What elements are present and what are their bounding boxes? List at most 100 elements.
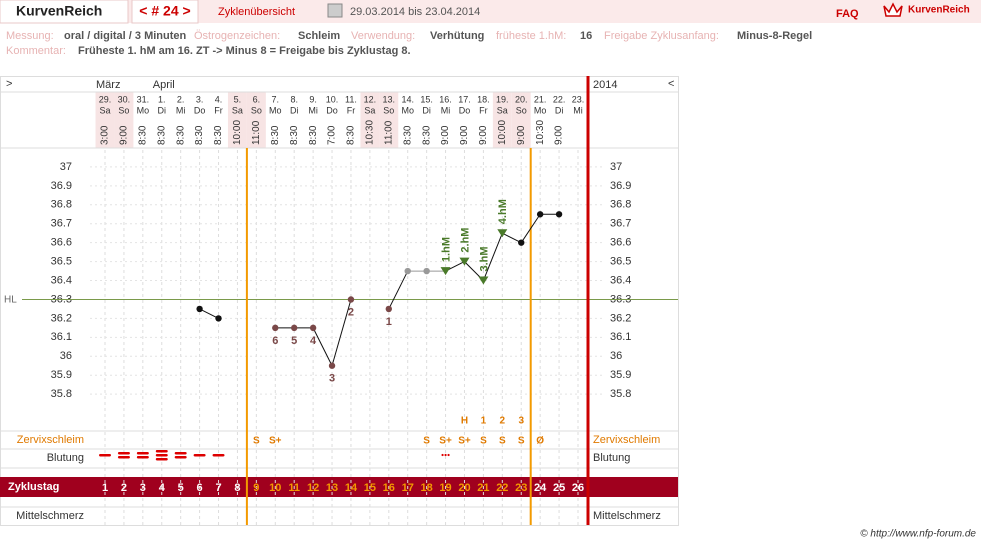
cycle-day: 19 [439, 482, 451, 494]
y-tick-label: 35.8 [610, 388, 631, 400]
cycle-day: 3 [140, 482, 146, 494]
chart-frame [0, 76, 679, 526]
temp-point [518, 239, 525, 246]
time-label: 11:00 [383, 120, 394, 145]
nav-next[interactable]: < [668, 78, 674, 90]
temp-point [536, 211, 544, 218]
y-tick-label: 36.7 [610, 218, 631, 230]
y-tick-label: 35.8 [51, 388, 72, 400]
date-label: 9. [309, 94, 317, 104]
logo-box [0, 0, 129, 24]
cycle-day: 13 [326, 482, 338, 494]
time-label: 8:30 [156, 125, 167, 145]
row-label: Mittelschmerz [16, 510, 84, 522]
weekday-label: Mo [269, 105, 282, 115]
spotting-dot [444, 453, 447, 457]
date-label: 19. [496, 94, 509, 104]
month-label: März [96, 79, 120, 91]
info-label: Freigabe Zyklusanfang: [604, 30, 719, 42]
info-label: Verwendung: [351, 30, 415, 42]
weekday-label: Mi [441, 105, 451, 115]
year: 2014 [593, 79, 617, 91]
y-tick-label: 36.2 [610, 312, 631, 324]
temp-point [272, 324, 279, 332]
date-label: 15. [420, 94, 433, 104]
date-label: 8. [290, 94, 298, 104]
cycle-day: 16 [383, 482, 395, 494]
weekday-label: So [118, 105, 129, 115]
temp-segment [482, 233, 503, 281]
cervix-mark: S+ [439, 436, 452, 447]
time-label: 8:30 [289, 125, 300, 145]
weekday-label: So [516, 105, 527, 115]
info-label: Kommentar: [6, 45, 66, 57]
bleeding-mark [174, 452, 187, 459]
info-label: Messung: [6, 30, 54, 42]
weekday-label: Mo [137, 105, 150, 115]
logo: KurvenReich [16, 3, 102, 19]
point-label: 5 [291, 335, 297, 347]
date-label: 17. [458, 94, 471, 104]
bleeding-dash [155, 458, 168, 461]
point-label: 4 [310, 335, 317, 347]
time-label: 10:30 [535, 120, 546, 145]
y-tick-label: 37 [610, 161, 622, 173]
weekend-column [114, 92, 134, 148]
cycle-day: 25 [553, 482, 565, 494]
date-label: 3. [196, 94, 204, 104]
temp-segment [502, 232, 522, 244]
hm-point [497, 229, 508, 238]
weekend-column [492, 92, 512, 148]
bleeding-dash [136, 452, 149, 455]
weekend-column [360, 92, 380, 148]
bleeding-mark [136, 452, 149, 459]
bleeding-mark [99, 454, 111, 457]
cycle-day: 15 [364, 482, 376, 494]
nav-prev[interactable]: > [6, 78, 12, 90]
cycle-day: 23 [515, 482, 527, 494]
point-label: 6 [272, 335, 278, 347]
weekend-column [95, 92, 115, 148]
cervix-mark: S+ [458, 436, 471, 447]
temp-point [347, 296, 355, 303]
date-label: 29. [99, 94, 112, 104]
time-label: 8:30 [137, 125, 148, 145]
row-label: Mittelschmerz [593, 510, 661, 522]
cycle-day: 17 [402, 482, 414, 494]
time-label: 8:30 [346, 125, 357, 145]
temp-point [404, 267, 411, 275]
time-label: 8:30 [213, 125, 224, 145]
weekday-label: Sa [497, 105, 508, 115]
bleeding-dash [117, 456, 130, 459]
print-icon[interactable] [327, 3, 343, 18]
weekday-label: Fr [214, 105, 223, 115]
date-label: 22. [553, 94, 566, 104]
bleeding-dash [99, 454, 111, 457]
date-label: 5. [234, 94, 242, 104]
point-label: 3 [329, 373, 335, 385]
bleeding-dash [212, 454, 225, 457]
row-label: Zervixschleim [17, 434, 84, 446]
cervix-peak-mark: 1 [481, 416, 487, 427]
cervix-mark: S [499, 436, 506, 447]
date-label: 14. [401, 94, 414, 104]
bleeding-mark [212, 454, 225, 457]
y-tick-label: 36.9 [610, 180, 631, 192]
cycle-day: 6 [197, 482, 203, 494]
temp-segment [520, 213, 541, 243]
cycle-day: 1 [102, 482, 108, 494]
cycle-day: 7 [215, 482, 221, 494]
cycle-day: 4 [159, 482, 166, 494]
date-label: 18. [477, 94, 490, 104]
nav-box[interactable] [131, 0, 199, 24]
cycle-nav[interactable]: < # 24 > [139, 3, 190, 19]
cycle-day: 8 [234, 482, 240, 494]
bleeding-dash [174, 456, 187, 459]
bleeding-mark [117, 452, 130, 459]
date-label: 6. [253, 94, 261, 104]
cycle-day: 11 [288, 482, 300, 494]
overview-link[interactable]: Zyklenübersicht [218, 6, 295, 18]
faq-link[interactable]: FAQ [836, 8, 859, 20]
hm-label: 4.hM [497, 199, 509, 224]
weekday-label: Sa [232, 105, 243, 115]
